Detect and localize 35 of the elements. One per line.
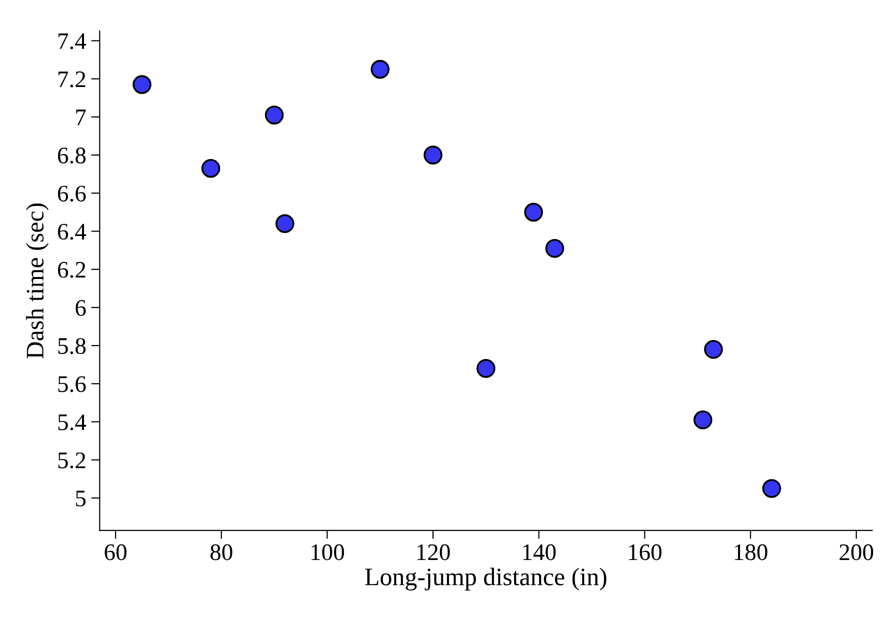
y-tick-label: 7.4 <box>58 33 86 50</box>
point <box>275 214 294 234</box>
x-tick-label: 180 <box>734 544 768 560</box>
y-tick-label: 6 <box>76 300 86 316</box>
point <box>693 410 712 430</box>
x-tick-label: 120 <box>417 544 450 560</box>
x-tick-label: 140 <box>523 544 556 560</box>
point <box>264 106 284 124</box>
x-tick-label: 80 <box>210 544 232 560</box>
point <box>201 158 220 178</box>
point <box>132 75 152 94</box>
x-tick-label: 100 <box>312 544 344 560</box>
x-tick-label: 60 <box>104 544 126 560</box>
x-axis-title: Long-jump distance (in) <box>365 568 606 591</box>
point <box>704 340 723 359</box>
x-tick-label: 160 <box>629 544 662 560</box>
point <box>545 239 564 258</box>
y-tick-label: 5.2 <box>58 452 86 468</box>
point <box>370 60 390 79</box>
y-tick-label: 6.4 <box>58 224 86 240</box>
y-tick-label: 5.4 <box>58 414 86 430</box>
y-tick-label: 6.6 <box>58 186 86 202</box>
y-tick-label: 6.2 <box>58 262 86 278</box>
point <box>476 359 496 378</box>
y-tick-label: 6.8 <box>58 148 86 164</box>
y-tick-label: 7.2 <box>58 71 86 88</box>
point <box>762 479 782 498</box>
y-tick-label: 5.8 <box>58 338 86 354</box>
point <box>524 202 543 222</box>
y-tick-label: 7 <box>76 110 86 126</box>
point <box>424 146 442 164</box>
y-tick-label: 5.6 <box>58 376 86 392</box>
x-tick-label: 200 <box>840 544 874 560</box>
y-tick-label: 5 <box>76 490 86 506</box>
y-axis-title: Dash time (sec) <box>26 203 49 359</box>
